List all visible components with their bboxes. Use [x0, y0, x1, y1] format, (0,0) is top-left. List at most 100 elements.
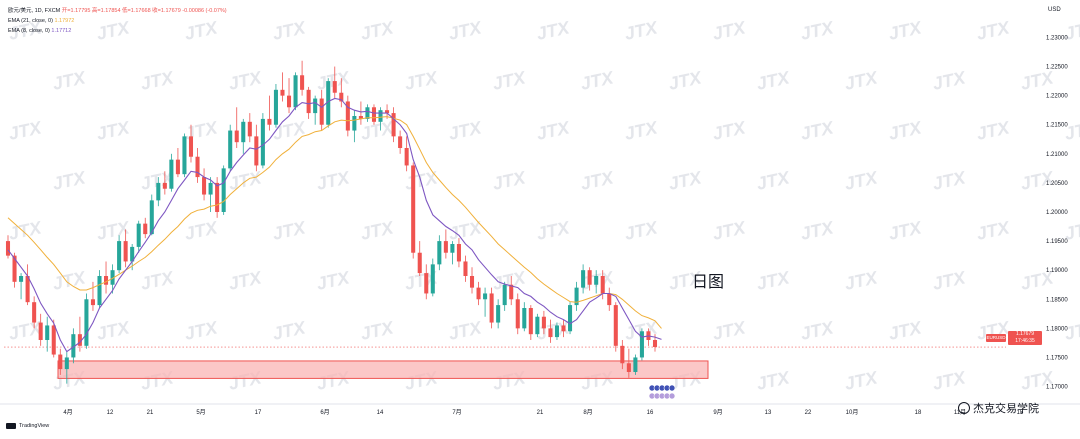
- candle: [430, 258, 435, 297]
- candle-body: [358, 116, 363, 119]
- candle-body: [64, 357, 69, 370]
- x-tick-label: 10月: [846, 409, 859, 416]
- candle-body: [195, 156, 200, 178]
- candle: [358, 101, 363, 125]
- tradingview-brand[interactable]: TradingView: [6, 423, 49, 429]
- candle: [300, 60, 305, 96]
- x-tick-label: 4月: [63, 409, 72, 416]
- candle: [182, 133, 187, 178]
- candle-body: [38, 322, 43, 340]
- watermark-mark: JTX: [403, 167, 440, 194]
- watermark-mark: JTX: [359, 317, 396, 344]
- candle-body: [339, 92, 344, 102]
- candle-body: [502, 284, 507, 306]
- candle: [469, 267, 475, 294]
- x-tick-label: 21: [147, 410, 154, 416]
- candle-body: [600, 276, 605, 294]
- legend-ema21-row[interactable]: EMA (21, close, 0) 1.17972: [8, 16, 227, 26]
- watermark-mark: JTX: [667, 167, 704, 194]
- watermark-mark: JTX: [975, 217, 1012, 244]
- candle: [450, 241, 455, 265]
- candle-body: [319, 98, 324, 125]
- watermark-mark: JTX: [799, 17, 836, 44]
- watermark-mark: JTX: [51, 167, 88, 194]
- candle: [404, 136, 409, 172]
- watermark-mark: JTX: [271, 217, 308, 244]
- candle: [45, 316, 50, 352]
- candle: [587, 267, 592, 291]
- candle: [548, 319, 553, 343]
- candle-body: [522, 308, 527, 329]
- candle-body: [535, 316, 540, 335]
- candle: [613, 302, 618, 352]
- candle: [463, 255, 468, 282]
- watermark-layer: JTX JTX JTX JTX JTX JTX JTX JTX JTX JTX JTX JTX JTX J…: [7, 17, 1080, 394]
- candle: [326, 78, 331, 128]
- ema-layer: [7, 97, 662, 353]
- timeframe-annotation: 日图: [692, 274, 725, 291]
- candle: [319, 89, 324, 131]
- account-watermark: 杰克交易学院: [958, 400, 1039, 416]
- watermark-mark: JTX: [447, 17, 484, 44]
- current-price-tag: EURUSD 1.17679 17:46:35: [986, 331, 1042, 345]
- candle-body: [411, 165, 416, 253]
- candle-body: [97, 276, 102, 306]
- legend-low: 低=1.17668: [122, 8, 151, 14]
- legend-ema21-value: 1.17972: [54, 18, 75, 24]
- price-tag-time: 17:46:35: [1015, 338, 1035, 344]
- candle: [515, 293, 520, 335]
- watermark-mark: JTX: [579, 67, 616, 94]
- event-marker: [668, 392, 676, 400]
- watermark-mark: JTX: [315, 267, 352, 294]
- candle: [528, 305, 533, 340]
- candle: [496, 299, 501, 329]
- legend-open: 开=1.17795: [61, 8, 91, 14]
- candle: [110, 264, 115, 294]
- candle: [437, 235, 442, 271]
- candle: [411, 162, 416, 259]
- candle: [143, 217, 148, 239]
- candle: [443, 229, 448, 259]
- candle-body: [398, 136, 403, 148]
- watermark-mark: JTX: [535, 217, 572, 244]
- candle: [424, 264, 429, 300]
- watermark-mark: JTX: [931, 267, 968, 294]
- candle: [32, 296, 37, 329]
- candle-body: [221, 168, 226, 212]
- candle-body: [71, 334, 76, 358]
- candle: [391, 107, 396, 143]
- candle: [620, 340, 625, 370]
- candle-body: [45, 325, 50, 340]
- candle: [633, 354, 638, 375]
- candle: [64, 351, 69, 384]
- y-tick-label: 1.18500: [1046, 297, 1068, 303]
- candle-body: [77, 334, 82, 346]
- watermark-mark: JTX: [931, 67, 968, 94]
- watermark-mark: JTX: [271, 17, 308, 44]
- legend-ema8-row[interactable]: EMA (8, close, 0) 1.17712: [8, 26, 227, 36]
- candle-body: [594, 276, 599, 285]
- x-tick-label: 17: [255, 410, 262, 416]
- candle: [162, 171, 167, 195]
- x-axis: 4月 12 21 5月 17 6月 14 7月 21 8月 16 9月 13 22 10月 18 11月 15: [0, 403, 1080, 416]
- y-tick-label: 1.19500: [1046, 239, 1068, 245]
- candle: [241, 118, 246, 154]
- candle: [5, 235, 11, 259]
- watermark-mark: JTX: [359, 117, 396, 144]
- candle: [541, 310, 546, 335]
- watermark-mark: JTX: [843, 367, 880, 394]
- watermark-mark: JTX: [403, 67, 440, 94]
- ema8-line: [7, 97, 662, 353]
- legend-ema21-label: EMA (21, close, 0): [8, 18, 53, 24]
- candle-body: [626, 363, 631, 372]
- candle-body: [143, 223, 148, 235]
- y-tick-label: 1.18000: [1046, 326, 1068, 332]
- candle: [293, 72, 298, 111]
- legend-high: 高=1.17854: [91, 8, 121, 14]
- candle: [267, 95, 272, 131]
- candle-body: [156, 182, 161, 201]
- candle: [195, 148, 200, 183]
- candle-body: [463, 261, 468, 276]
